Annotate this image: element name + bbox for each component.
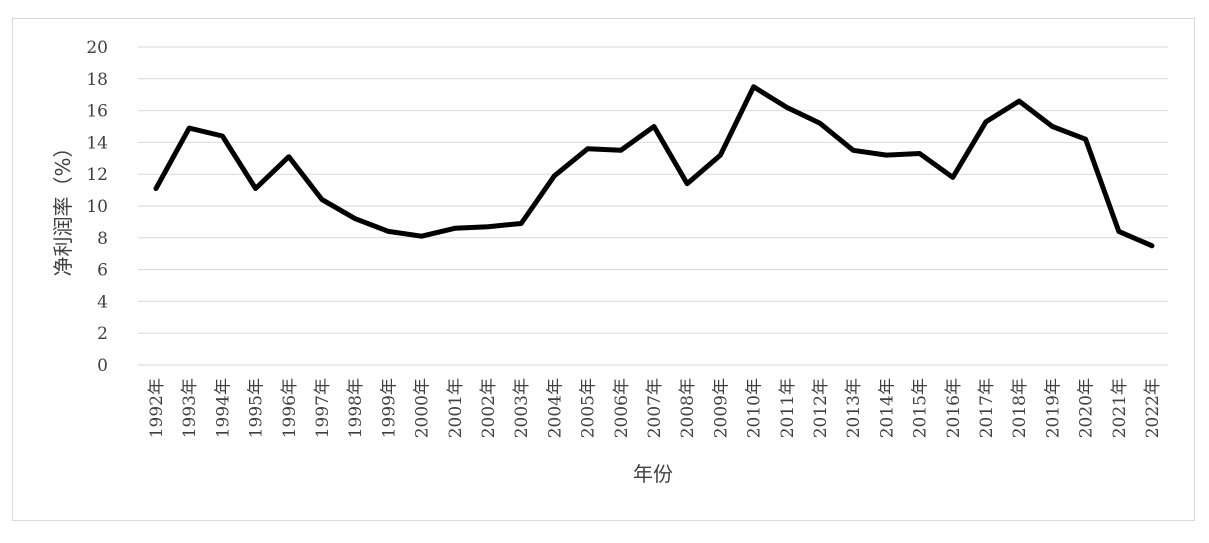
x-tick-label: 1992年 <box>147 378 167 438</box>
x-tick-label: 2006年 <box>612 378 632 438</box>
data-point <box>552 173 557 178</box>
data-point <box>652 124 656 129</box>
data-point <box>851 148 856 153</box>
x-tick-label: 2000年 <box>413 378 433 438</box>
x-tick-label: 2003年 <box>512 378 532 438</box>
data-point <box>618 148 623 153</box>
y-tick-labels: 0 2 4 6 8 10 12 14 16 18 20 <box>86 38 108 376</box>
x-tick-label: 2008年 <box>678 378 698 438</box>
data-point <box>685 181 690 186</box>
y-tick-label: 20 <box>86 38 108 58</box>
x-tick-label: 2021年 <box>1110 378 1130 438</box>
y-tick-label: 16 <box>86 102 108 122</box>
data-point <box>1150 243 1154 248</box>
data-point <box>353 216 358 221</box>
y-tick-label: 0 <box>97 356 108 376</box>
x-tick-label: 1996年 <box>280 378 300 438</box>
data-point <box>784 105 789 110</box>
x-tick-label: 2011年 <box>778 378 798 438</box>
data-point <box>187 126 192 131</box>
data-point <box>818 121 822 126</box>
data-point <box>984 119 988 124</box>
y-tick-label: 2 <box>97 324 108 344</box>
y-tick-label: 8 <box>97 229 108 249</box>
x-tick-label: 2020年 <box>1077 378 1097 438</box>
x-tick-label: 2005年 <box>579 378 599 438</box>
data-point <box>1083 137 1088 142</box>
data-point <box>1116 229 1121 234</box>
y-tick-label: 12 <box>86 165 108 185</box>
data-point <box>154 186 158 191</box>
x-tick-label: 2018年 <box>1010 378 1030 438</box>
x-tick-label: 2019年 <box>1043 378 1063 438</box>
x-tick-label: 2007年 <box>645 378 665 438</box>
x-tick-label: 2016年 <box>944 378 964 438</box>
x-axis-title: 年份 <box>633 462 673 486</box>
data-point <box>220 134 225 139</box>
x-tick-label: 2010年 <box>745 378 765 438</box>
y-tick-label: 10 <box>86 197 108 217</box>
x-tick-label: 1995年 <box>247 378 267 438</box>
y-tick-label: 4 <box>97 292 108 312</box>
x-tick-label: 1998年 <box>346 378 366 438</box>
data-point <box>486 224 490 229</box>
data-point <box>320 197 324 202</box>
y-axis-title: 净利润率（%） <box>51 137 75 276</box>
y-tick-label: 6 <box>97 261 108 281</box>
data-point <box>585 146 590 151</box>
data-point <box>884 153 889 158</box>
data-point <box>1050 124 1055 129</box>
data-point <box>1017 99 1022 104</box>
data-points <box>154 84 1154 248</box>
x-tick-label: 1997年 <box>313 378 333 438</box>
y-tick-label: 18 <box>86 70 108 90</box>
data-point <box>751 84 756 89</box>
x-tick-label: 2002年 <box>479 378 499 438</box>
x-tick-label: 1993年 <box>180 378 200 438</box>
x-tick-label: 1999年 <box>379 378 399 438</box>
x-tick-label: 1994年 <box>213 378 233 438</box>
y-tick-label: 14 <box>86 133 108 153</box>
data-point <box>950 175 955 180</box>
data-point <box>253 186 258 191</box>
x-tick-label: 2009年 <box>711 378 731 438</box>
data-point <box>718 153 723 158</box>
x-tick-label: 2014年 <box>877 378 897 438</box>
data-point <box>286 154 291 159</box>
x-tick-label: 2022年 <box>1143 378 1163 438</box>
x-tick-label: 2017年 <box>977 378 997 438</box>
x-tick-label: 2015年 <box>911 378 931 438</box>
data-point <box>419 234 424 239</box>
x-tick-labels: 1992年 1993年 1994年 1995年 1996年 1997年 1998年 1999年… <box>147 378 1163 438</box>
gridlines <box>138 46 1168 366</box>
data-point <box>917 151 922 156</box>
data-point <box>386 229 391 234</box>
x-tick-label: 2004年 <box>545 378 565 438</box>
x-tick-label: 2001年 <box>446 378 466 438</box>
data-point <box>519 221 524 226</box>
x-tick-label: 2012年 <box>811 378 831 438</box>
x-tick-label: 2013年 <box>844 378 864 438</box>
data-point <box>452 226 457 231</box>
